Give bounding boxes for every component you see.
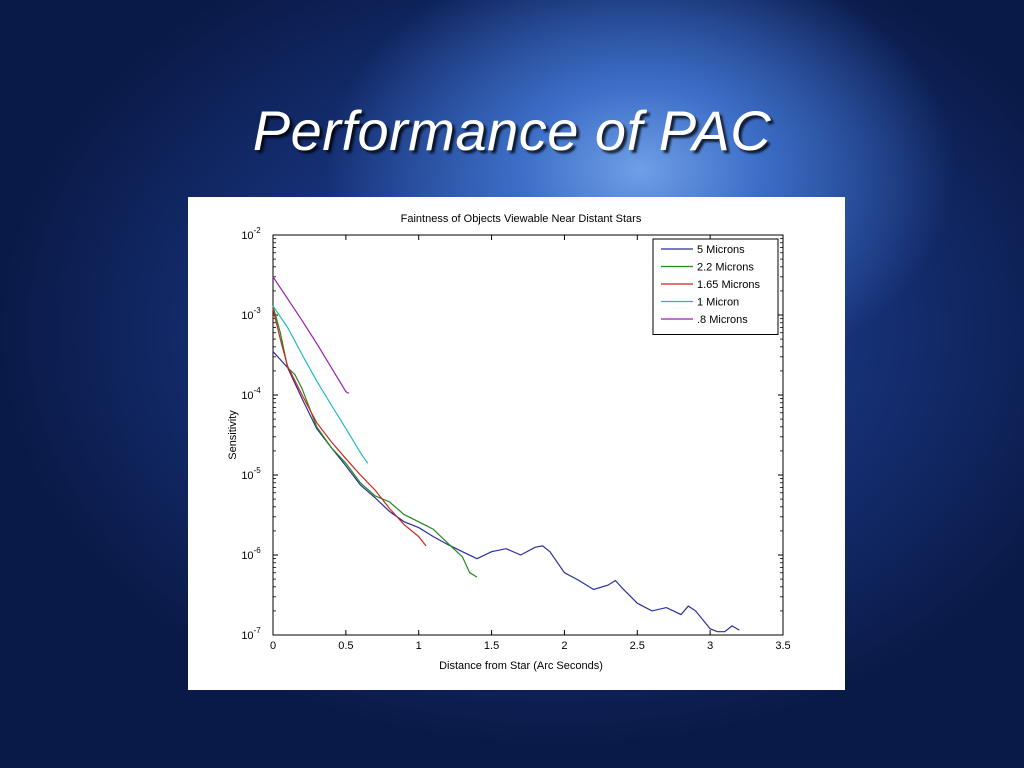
legend-label: 2.2 Microns xyxy=(697,262,754,274)
x-tick-label: 3 xyxy=(707,640,713,652)
x-tick-label: 1.5 xyxy=(484,640,499,652)
x-tick-label: 1 xyxy=(416,640,422,652)
axes: 0 0.5 1 1.5 2 2.5 3 3.5 10-7 10-6 10-5 10-4 10-3 10-2 xyxy=(241,226,790,652)
chart-title: Faintness of Objects Viewable Near Dista… xyxy=(401,213,642,225)
legend-label: 5 Microns xyxy=(697,244,745,256)
legend: 5 Microns 2.2 Microns 1.65 Microns 1 Micron… xyxy=(652,238,779,335)
x-tick-label: 2 xyxy=(561,640,567,652)
slide-title: Performance of PAC xyxy=(252,99,772,162)
x-axis-label: Distance from Star (Arc Seconds) xyxy=(439,660,603,672)
y-tick-label: 10-4 xyxy=(241,386,261,402)
legend-label: 1.65 Microns xyxy=(697,279,760,291)
x-tick-label: 0.5 xyxy=(338,640,353,652)
legend-box xyxy=(652,238,779,335)
x-tick-label: 3.5 xyxy=(775,640,790,652)
y-tick-label: 10-7 xyxy=(241,626,261,642)
legend-label: 1 Micron xyxy=(697,297,739,309)
plot-frame xyxy=(272,234,784,636)
y-tick-label: 10-6 xyxy=(241,546,261,562)
x-tick-label: 2.5 xyxy=(630,640,645,652)
sensitivity-chart: Faintness of Objects Viewable Near Dista… xyxy=(227,213,791,672)
series-line-1-65-microns xyxy=(272,308,427,547)
legend-label: .8 Microns xyxy=(697,314,748,326)
y-tick-label: 10-3 xyxy=(241,306,261,322)
series-lines xyxy=(272,276,740,633)
y-tick-label: 10-2 xyxy=(241,226,261,242)
series-line-1-micron xyxy=(272,305,369,464)
series-line-5-microns xyxy=(272,351,740,633)
y-tick-label: 10-5 xyxy=(241,466,261,482)
y-axis-label: Sensitivity xyxy=(227,410,239,460)
series-line-2-2-microns xyxy=(272,305,478,578)
chart-panel: Faintness of Objects Viewable Near Dista… xyxy=(188,197,845,690)
series-line-8-microns xyxy=(272,276,350,394)
x-tick-label: 0 xyxy=(270,640,276,652)
